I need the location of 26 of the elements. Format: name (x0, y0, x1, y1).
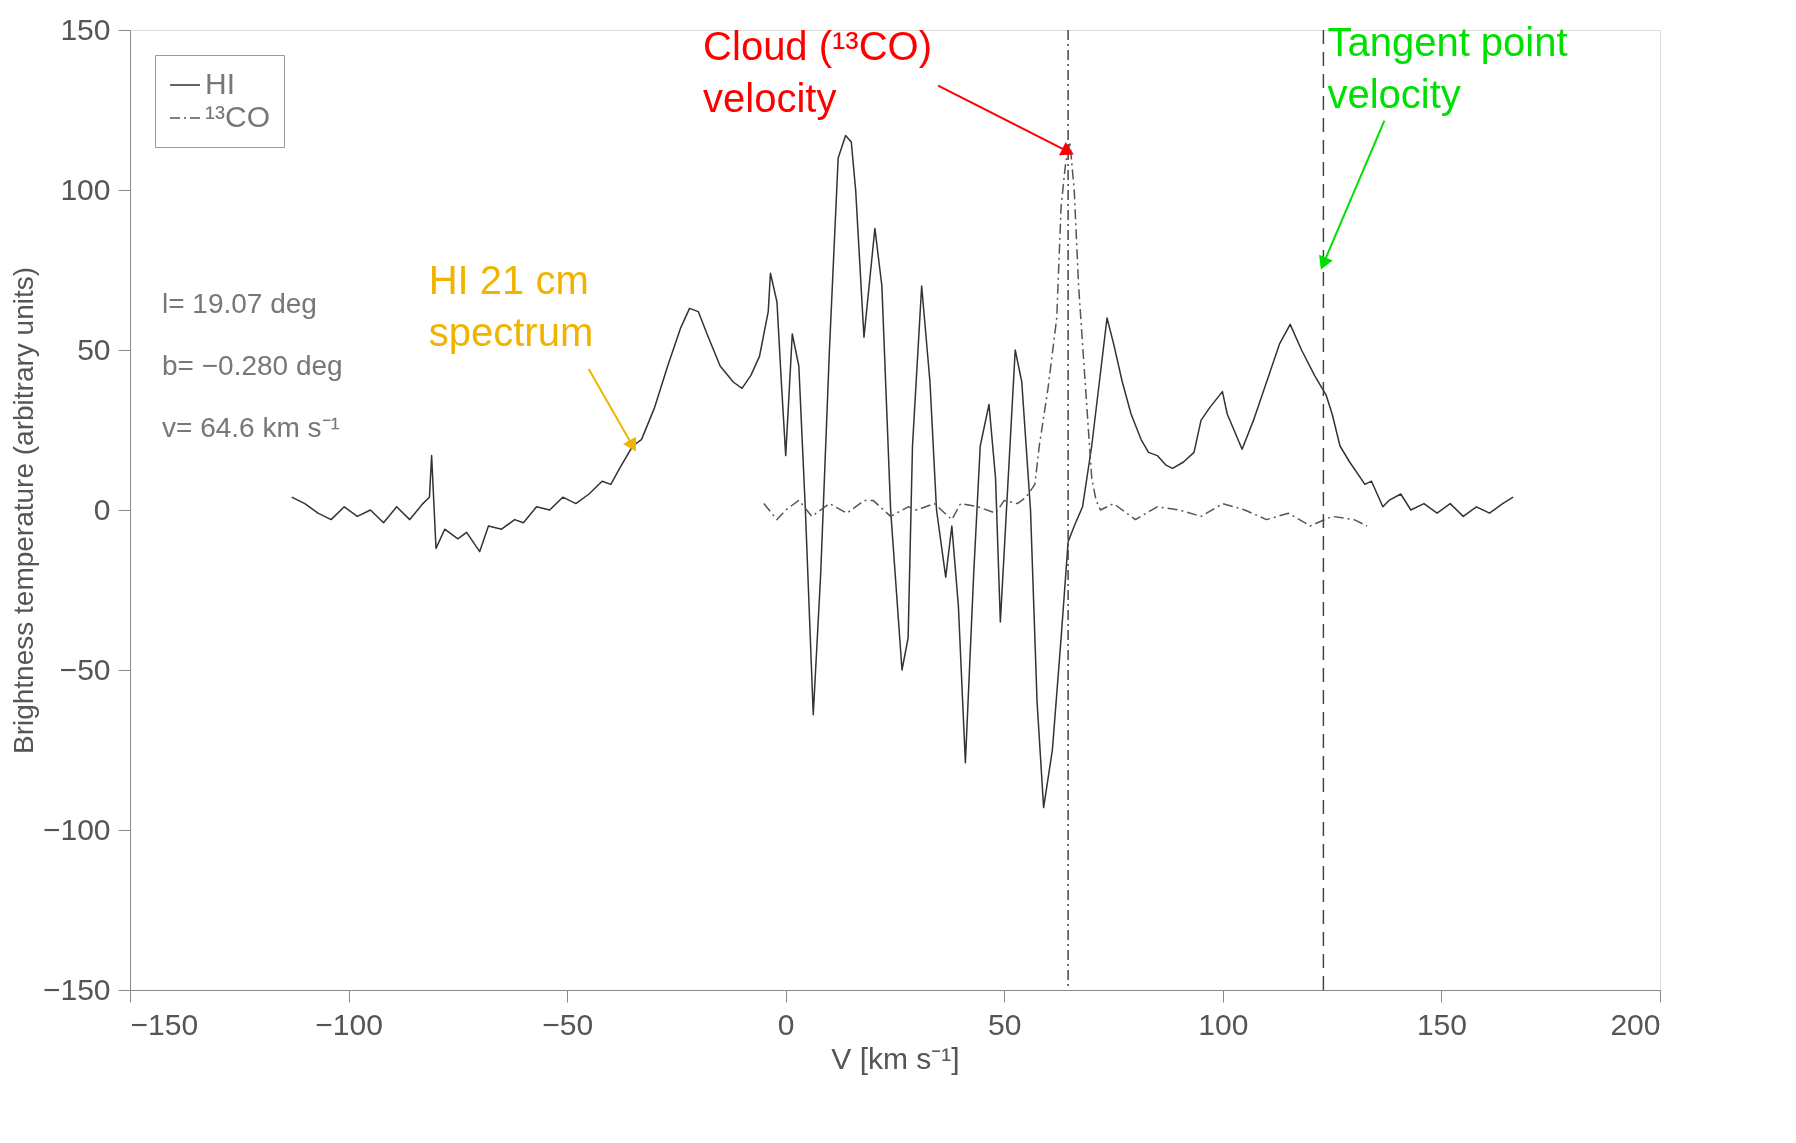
y-tick-label: 0 (93, 492, 111, 526)
x-tick-label: 200 (1610, 1007, 1661, 1041)
x-tick-label: 150 (1416, 1007, 1467, 1041)
annotation: l= 19.07 deg (162, 288, 317, 319)
annotation: Cloud (¹³CO) velocity (703, 23, 933, 120)
y-tick-label: −150 (42, 972, 111, 1006)
y-tick-label: 150 (60, 12, 111, 46)
legend-label: ¹³CO (205, 100, 270, 133)
x-tick-label: 0 (777, 1007, 795, 1041)
annotation: v= 64.6 km s⁻¹ (162, 412, 340, 443)
x-axis-title: V [km s⁻¹] (831, 1041, 960, 1075)
y-tick-label: 50 (77, 332, 111, 366)
y-axis-title: Brightness temperature (arbitrary units) (7, 266, 39, 755)
y-tick-label: −50 (59, 652, 111, 686)
x-tick-label: −100 (315, 1007, 383, 1041)
annotation: Tangent point velocity (1327, 19, 1568, 116)
line-series (763, 141, 1368, 527)
legend-label: HI (205, 67, 235, 100)
annotation: b= −0.280 deg (162, 350, 343, 381)
x-tick-label: 100 (1198, 1007, 1249, 1041)
y-tick-label: −100 (42, 812, 111, 846)
annotation: HI 21 cm spectrum (428, 258, 594, 354)
x-tick-label: 50 (988, 1007, 1022, 1041)
x-tick-label: −50 (542, 1007, 594, 1041)
x-tick-label: −150 (130, 1007, 199, 1041)
y-tick-label: 100 (60, 172, 111, 206)
